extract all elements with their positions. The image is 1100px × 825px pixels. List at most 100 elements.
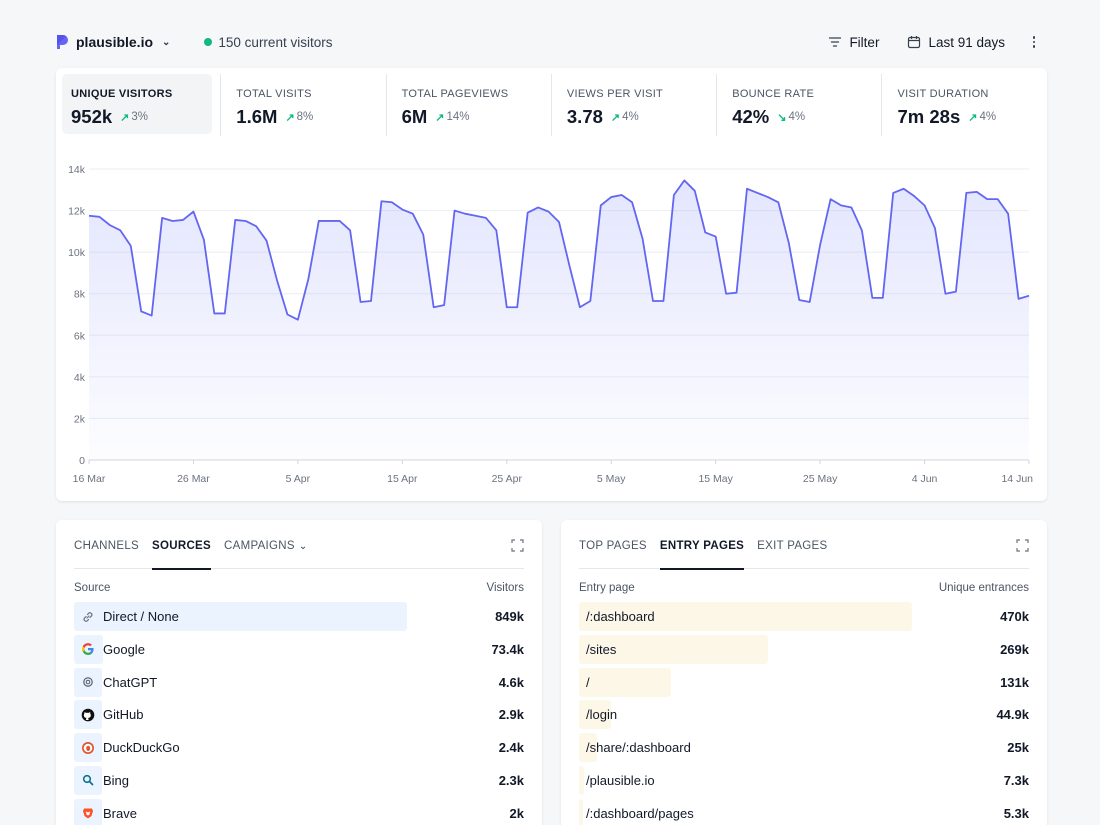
list-item-value: 131k bbox=[1000, 674, 1029, 690]
unique-entrances-column-header: Unique entrances bbox=[938, 582, 1029, 594]
tab-top-pages[interactable]: TOP PAGES bbox=[579, 532, 647, 569]
arrow-up-right-icon: ↗ bbox=[285, 111, 295, 124]
list-item-label-wrap: /share/:dashboard bbox=[579, 740, 691, 755]
stat-divider bbox=[220, 74, 222, 136]
stat-value: 42% bbox=[732, 106, 770, 127]
list-item[interactable]: /:dashboard 470k bbox=[579, 602, 1029, 631]
tab-label: EXIT PAGES bbox=[757, 540, 828, 552]
tab-sources[interactable]: SOURCES bbox=[152, 532, 212, 570]
stat-bounce-rate[interactable]: BOUNCE RATE 42% ↘ 4% bbox=[716, 74, 888, 136]
arrow-down-right-icon: ↘ bbox=[777, 111, 787, 124]
google-icon bbox=[82, 643, 94, 656]
sources-card: CHANNELS SOURCES CAMPAIGNS ⌄ Source Visitor… bbox=[56, 520, 542, 825]
chevron-down-icon: ⌄ bbox=[162, 36, 171, 48]
sources-list: Direct / None 849k Google 73.4k ChatGPT 4.6k G… bbox=[74, 602, 524, 825]
stat-total-pageviews[interactable]: TOTAL PAGEVIEWS 6M ↗ 14% bbox=[385, 74, 558, 136]
pages-card: TOP PAGES ENTRY PAGES EXIT PAGES Entry pag… bbox=[561, 520, 1047, 825]
value-bar bbox=[579, 602, 912, 631]
list-item[interactable]: Brave 2k bbox=[74, 798, 524, 825]
list-item-label-wrap: /login bbox=[579, 707, 617, 722]
list-item[interactable]: ChatGPT 4.6k bbox=[74, 667, 524, 697]
list-item[interactable]: /login 44.9k bbox=[579, 700, 1029, 730]
stat-row: 952k ↗ 3% bbox=[71, 106, 212, 128]
list-item-value: 73.4k bbox=[491, 641, 524, 657]
list-item[interactable]: Direct / None 849k bbox=[74, 602, 524, 631]
arrow-up-right-icon: ↗ bbox=[120, 111, 130, 124]
list-item-label-wrap: Bing bbox=[74, 773, 129, 788]
list-item-label: /:dashboard/pages bbox=[586, 805, 694, 821]
value-bar bbox=[74, 765, 102, 795]
y-tick-label: 14k bbox=[68, 164, 86, 176]
stat-value: 6M bbox=[401, 106, 428, 127]
top-bar: plausible.io ⌄ 150 current visitors Filt… bbox=[56, 28, 1047, 56]
list-item-label-wrap: /plausible.io bbox=[579, 773, 655, 788]
list-item[interactable]: /sites 269k bbox=[579, 634, 1029, 664]
chatgpt-icon bbox=[83, 677, 93, 687]
stat-change: ↗ 4% bbox=[968, 111, 996, 124]
value-bar bbox=[579, 634, 768, 664]
pages-tabs: TOP PAGES ENTRY PAGES EXIT PAGES bbox=[579, 532, 1029, 570]
tab-entry-pages[interactable]: ENTRY PAGES bbox=[659, 532, 745, 570]
y-tick-label: 4k bbox=[74, 372, 86, 384]
expand-icon[interactable] bbox=[1016, 539, 1029, 552]
value-bar bbox=[579, 733, 597, 763]
period-picker[interactable]: Last 91 days bbox=[907, 35, 1005, 50]
filter-label: Filter bbox=[849, 34, 880, 50]
visitors-area bbox=[89, 180, 1029, 460]
github-icon bbox=[81, 708, 95, 722]
list-item[interactable]: / 131k bbox=[579, 667, 1029, 697]
pages-list: /:dashboard 470k/sites 269k / 131k/login 44.9… bbox=[579, 602, 1029, 825]
list-item-label: Google bbox=[103, 641, 145, 657]
stat-unique-visitors[interactable]: UNIQUE VISITORS 952k ↗ 3% bbox=[62, 74, 212, 134]
list-item-label: GitHub bbox=[103, 707, 144, 723]
entry-page-column-header: Entry page bbox=[579, 582, 635, 594]
stat-visit-duration[interactable]: VISIT DURATION 7m 28s ↗ 4% bbox=[881, 74, 1053, 136]
list-item[interactable]: /:dashboard/pages 5.3k bbox=[579, 798, 1029, 825]
stat-label: VISIT DURATION bbox=[897, 88, 989, 100]
list-item-label-wrap: Brave bbox=[74, 806, 137, 821]
list-item[interactable]: Google 73.4k bbox=[74, 634, 524, 664]
list-item[interactable]: /plausible.io 7.3k bbox=[579, 765, 1029, 795]
link-icon bbox=[83, 611, 93, 622]
list-item-label: Bing bbox=[103, 772, 130, 788]
list-item[interactable]: Bing 2.3k bbox=[74, 765, 524, 795]
sources-tabs: CHANNELS SOURCES CAMPAIGNS ⌄ bbox=[74, 532, 524, 570]
stat-views-per-visit[interactable]: VIEWS PER VISIT 3.78 ↗ 4% bbox=[550, 74, 723, 136]
site-switcher[interactable]: plausible.io ⌄ bbox=[56, 34, 170, 50]
more-options-icon[interactable] bbox=[1031, 36, 1037, 48]
stat-change: ↗ 8% bbox=[285, 111, 313, 124]
stat-value: 3.78 bbox=[566, 106, 603, 127]
chevron-down-icon: ⌄ bbox=[298, 541, 308, 552]
list-item-value: 2.9k bbox=[498, 707, 524, 723]
filter-icon bbox=[829, 37, 842, 47]
tab-channels[interactable]: CHANNELS bbox=[74, 532, 139, 569]
stat-total-visits[interactable]: TOTAL VISITS 1.6M ↗ 8% bbox=[220, 74, 392, 136]
x-tick-label: 26 Mar bbox=[177, 473, 210, 485]
expand-icon[interactable] bbox=[511, 539, 524, 552]
list-item-label-wrap: Google bbox=[74, 642, 145, 657]
tab-campaigns[interactable]: CAMPAIGNS ⌄ bbox=[224, 532, 308, 569]
list-item-label: /login bbox=[586, 707, 618, 723]
list-item[interactable]: DuckDuckGo 2.4k bbox=[74, 733, 524, 763]
stat-change: ↗ 3% bbox=[120, 111, 148, 124]
list-item[interactable]: GitHub 2.9k bbox=[74, 700, 524, 730]
stat-change: ↗ 4% bbox=[611, 111, 639, 124]
list-item[interactable]: /share/:dashboard 25k bbox=[579, 733, 1029, 763]
stat-change-value: 4% bbox=[622, 111, 639, 123]
stat-label: UNIQUE VISITORS bbox=[71, 88, 173, 100]
stat-divider bbox=[550, 74, 552, 136]
filter-button[interactable]: Filter bbox=[828, 35, 879, 50]
current-visitors[interactable]: 150 current visitors bbox=[204, 35, 332, 50]
list-item-value: 2.3k bbox=[498, 772, 524, 788]
value-bar bbox=[579, 667, 672, 697]
visitors-chart[interactable]: 0 2k 4k 6k 8k 10k 12k 14k 16 Mar 26 Mar 5 Apr 15 Ap… bbox=[56, 148, 1047, 498]
tab-exit-pages[interactable]: EXIT PAGES bbox=[757, 532, 827, 569]
stat-row: 3.78 ↗ 4% bbox=[567, 106, 723, 128]
top-stats: UNIQUE VISITORS 952k ↗ 3% TOTAL VISITS 1.6M ↗ 8… bbox=[62, 74, 1054, 136]
value-bar bbox=[579, 700, 611, 730]
period-label: Last 91 days bbox=[928, 34, 1005, 50]
stat-label: VIEWS PER VISIT bbox=[566, 88, 664, 100]
x-tick-label: 15 Apr bbox=[387, 473, 418, 485]
x-tick-label: 5 May bbox=[597, 473, 626, 485]
list-item-value: 44.9k bbox=[996, 707, 1029, 723]
